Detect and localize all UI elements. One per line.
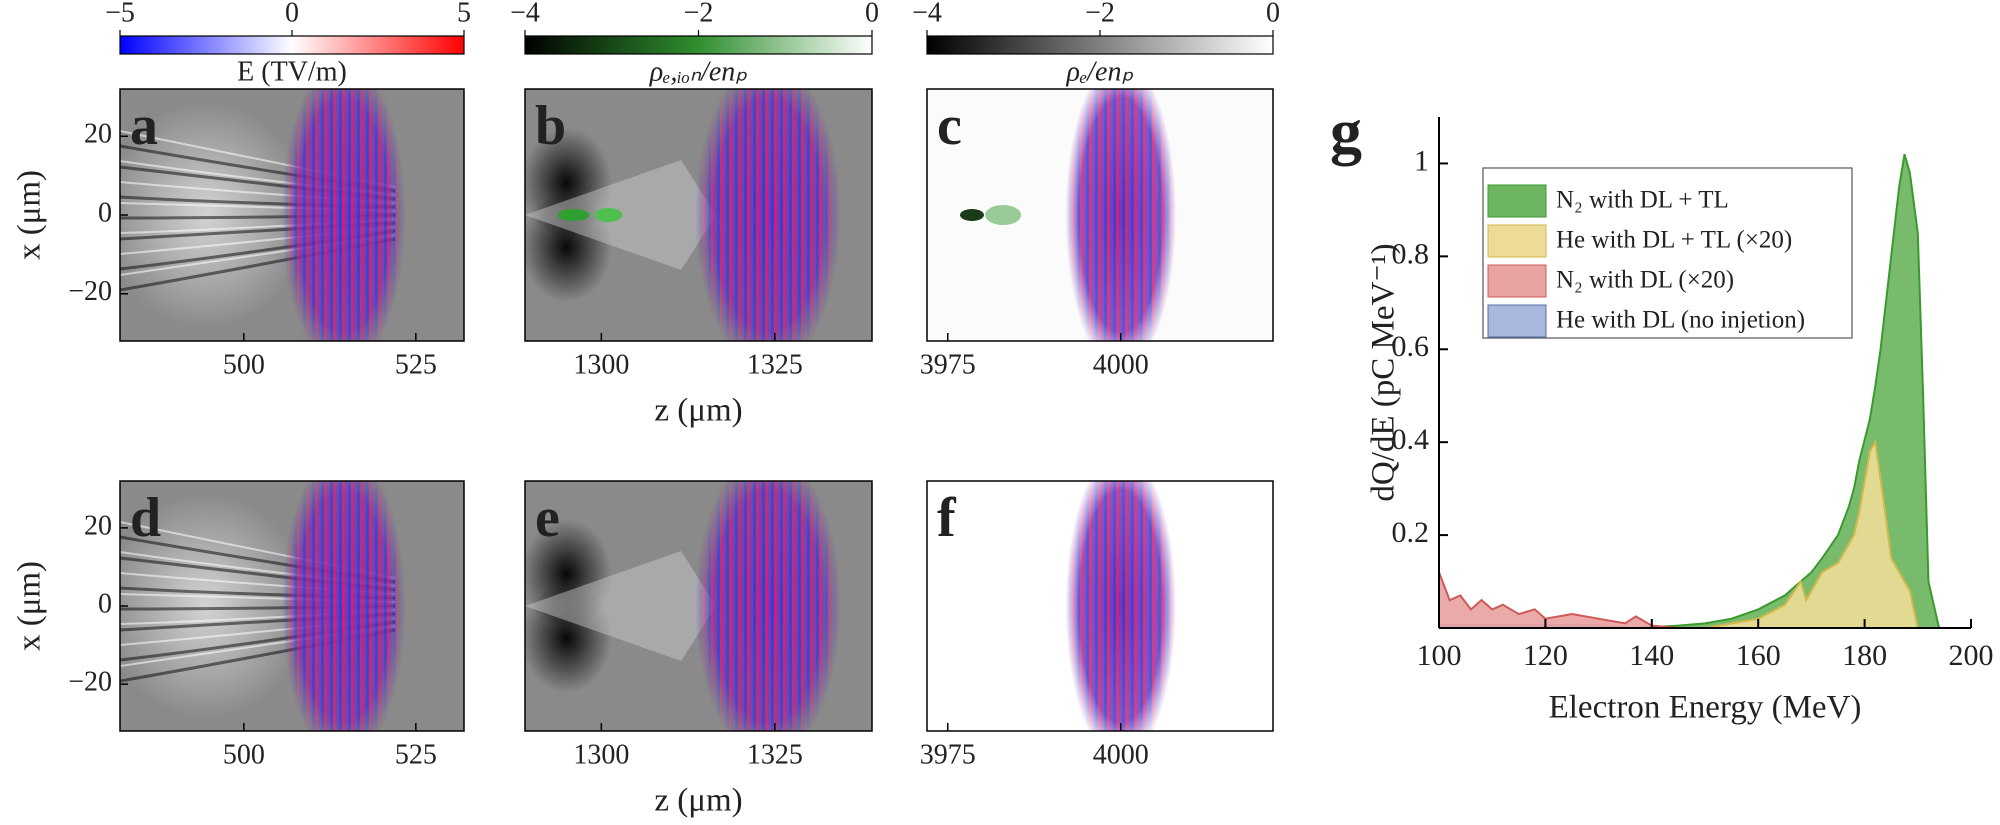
y-axis-label: dQ/dE (pC MeV⁻¹) xyxy=(1366,243,1402,501)
x-tick-label: 180 xyxy=(1842,639,1887,672)
y-tick-label: 20 xyxy=(84,510,112,541)
y-tick-label: 20 xyxy=(84,119,112,150)
legend-label: N₂ with DL + TL xyxy=(1556,187,1729,214)
colorbar-tick-label: 5 xyxy=(457,0,471,28)
x-axis-label: Electron Energy (MeV) xyxy=(1549,690,1862,726)
x-tick-label: 1325 xyxy=(747,739,803,770)
x-tick-label: 3975 xyxy=(920,349,976,380)
legend-swatch xyxy=(1487,184,1547,218)
legend-swatch xyxy=(1487,224,1547,258)
colorbar-tick-label: −2 xyxy=(684,0,714,28)
x-tick-label: 4000 xyxy=(1093,349,1149,380)
panel-label: f xyxy=(937,487,957,549)
panel-image xyxy=(927,481,1273,731)
panel-frame xyxy=(926,480,1274,732)
x-tick-label: 500 xyxy=(223,739,265,770)
panel-label: d xyxy=(130,487,161,549)
area-fill xyxy=(1439,442,1971,628)
x-tick-label: 4000 xyxy=(1093,739,1149,770)
y-tick-label: 0.4 xyxy=(1392,423,1430,456)
x-tick-label: 120 xyxy=(1523,639,1568,672)
panel-image xyxy=(927,89,1273,341)
x-tick-label: 140 xyxy=(1629,639,1674,672)
panel-frame xyxy=(524,480,873,732)
y-tick-label: 0.8 xyxy=(1392,237,1430,270)
colorbar xyxy=(926,35,1274,55)
area-line xyxy=(1439,571,1971,628)
laser-pulse xyxy=(927,89,1273,341)
x-tick-label: 1300 xyxy=(573,739,629,770)
laser-pulse xyxy=(525,481,872,731)
y-tick-label: −20 xyxy=(68,667,112,698)
panel-frame xyxy=(926,88,1274,342)
area-fill xyxy=(1439,572,1971,628)
panel-frame xyxy=(524,88,873,342)
laser-pulse xyxy=(120,89,464,341)
legend-swatch xyxy=(1487,304,1547,338)
x-tick-label: 3975 xyxy=(920,739,976,770)
panel-image xyxy=(525,481,872,731)
x-tick-label: 1300 xyxy=(573,349,629,380)
legend-label: N₂ with DL (×20) xyxy=(1556,267,1734,294)
x-tick-label: 525 xyxy=(395,349,437,380)
y-tick-label: 0.2 xyxy=(1392,516,1430,549)
x-tick-label: 200 xyxy=(1949,639,1994,672)
x-tick-label: 525 xyxy=(395,739,437,770)
laser-pulse xyxy=(927,481,1273,731)
panel-image xyxy=(120,481,464,731)
area-line xyxy=(1439,439,1971,628)
colorbar-tick-label: −5 xyxy=(105,0,135,28)
legend-label: He with DL + TL (×20) xyxy=(1556,227,1792,254)
y-tick-label: 1 xyxy=(1414,144,1429,177)
area-fill xyxy=(1439,154,1971,628)
panel-image xyxy=(525,89,872,341)
y-axis-label: x (μm) xyxy=(12,561,48,651)
panel-label: c xyxy=(937,95,962,157)
laser-pulse xyxy=(525,89,872,341)
panel-label: b xyxy=(535,95,566,157)
colorbar-label: ρₑ/enₚ xyxy=(1066,56,1134,87)
colorbar-tick-label: −2 xyxy=(1085,0,1115,28)
y-tick-label: 0 xyxy=(98,588,112,619)
panel-image xyxy=(120,89,464,341)
x-axis-label: z (μm) xyxy=(654,393,742,429)
y-tick-label: 0 xyxy=(98,197,112,228)
colorbar xyxy=(524,35,873,55)
legend-swatch xyxy=(1487,264,1547,298)
colorbar-label: E (TV/m) xyxy=(237,56,347,87)
panel-label: a xyxy=(130,95,158,157)
x-tick-label: 1325 xyxy=(747,349,803,380)
colorbar-tick-label: 0 xyxy=(1266,0,1280,28)
panel-label: g xyxy=(1330,96,1362,167)
x-tick-label: 160 xyxy=(1736,639,1781,672)
x-tick-label: 100 xyxy=(1417,639,1462,672)
legend-label: He with DL (no injetion) xyxy=(1556,307,1805,334)
panel-label: e xyxy=(535,487,560,549)
y-axis-label: x (μm) xyxy=(12,170,48,260)
colorbar-tick-label: 0 xyxy=(285,0,299,28)
colorbar-label: ρₑ,ᵢₒₙ/enₚ xyxy=(649,56,748,87)
colorbar xyxy=(119,35,465,55)
colorbar-tick-label: −4 xyxy=(912,0,942,28)
y-tick-label: −20 xyxy=(68,276,112,307)
x-axis-label: z (μm) xyxy=(654,783,742,819)
colorbar-tick-label: −4 xyxy=(510,0,540,28)
laser-pulse xyxy=(120,481,464,731)
y-tick-label: 0.6 xyxy=(1392,330,1430,363)
x-tick-label: 500 xyxy=(223,349,265,380)
colorbar-tick-label: 0 xyxy=(865,0,879,28)
